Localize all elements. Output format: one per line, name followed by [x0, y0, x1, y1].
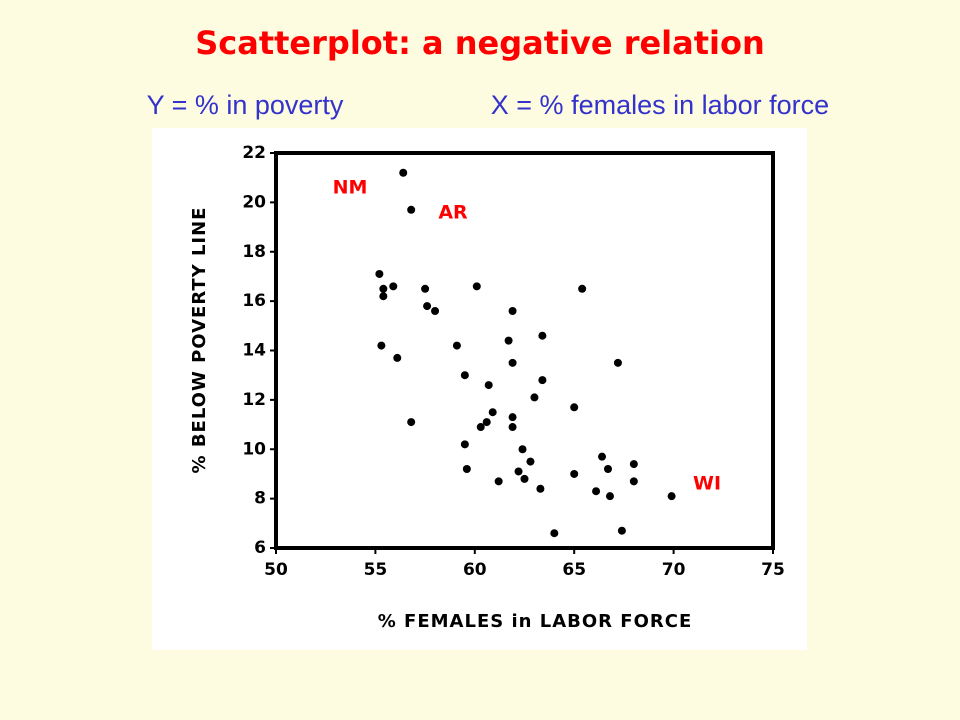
point [377, 341, 386, 350]
point [460, 440, 469, 449]
point [379, 284, 388, 293]
point [530, 393, 539, 402]
point [462, 465, 471, 473]
y-tick-label: 18 [242, 242, 266, 262]
point [508, 358, 517, 367]
point [667, 492, 676, 501]
point [598, 452, 607, 461]
point [538, 331, 547, 340]
point [526, 457, 535, 466]
point [375, 269, 384, 278]
point [538, 376, 547, 385]
y-tick-label: 16 [242, 291, 266, 311]
point [629, 477, 638, 486]
point [536, 484, 545, 493]
point [407, 205, 416, 214]
x-tick-label: 75 [761, 560, 785, 580]
y-tick-label: 6 [254, 538, 266, 558]
y-tick-label: 20 [242, 192, 266, 212]
point [379, 292, 388, 301]
point [476, 423, 485, 432]
point [603, 465, 612, 473]
y-tick-label: 8 [254, 489, 266, 509]
point [393, 353, 402, 362]
point [570, 469, 579, 478]
point [570, 403, 579, 412]
y-tick-label: 10 [242, 439, 266, 459]
title: Scatterplot: a negative relation [195, 24, 765, 62]
y-tick-label: 14 [242, 341, 266, 361]
point [592, 487, 601, 496]
subtitle: Y = % in poverty [147, 90, 344, 120]
x-tick-label: 60 [463, 560, 487, 580]
x-axis-label: % FEMALES in LABOR FORCE [378, 611, 693, 632]
point [484, 381, 493, 390]
x-tick-label: 55 [364, 560, 388, 580]
point [613, 358, 622, 367]
point [431, 307, 440, 315]
point [389, 282, 398, 291]
point [407, 418, 416, 427]
y-tick-label: 12 [242, 390, 266, 410]
point [482, 418, 491, 427]
y-axis-label: % BELOW POVERTY LINE [189, 207, 210, 474]
annotation: WI [693, 473, 721, 495]
point [520, 474, 529, 483]
point [578, 284, 587, 293]
x-tick-label: 50 [264, 560, 288, 580]
point [421, 284, 430, 293]
point [488, 408, 497, 417]
point [605, 492, 614, 501]
point [423, 302, 432, 311]
point [514, 467, 523, 476]
y-tick-label: 22 [242, 143, 266, 163]
point [399, 168, 408, 177]
point [508, 413, 517, 422]
point [550, 529, 559, 538]
point [629, 460, 638, 469]
plot-panel [152, 128, 807, 650]
x-tick-label: 65 [562, 560, 586, 580]
point [460, 371, 469, 380]
annotation: AR [438, 202, 468, 224]
point [504, 336, 513, 345]
x-tick-label: 70 [662, 560, 686, 580]
point [508, 423, 517, 432]
point [452, 341, 461, 350]
point [518, 445, 527, 454]
subtitle: X = % females in labor force [491, 90, 829, 120]
point [472, 282, 481, 291]
annotation: NM [333, 177, 368, 199]
point [494, 477, 503, 486]
point [508, 307, 517, 315]
point [617, 526, 626, 535]
